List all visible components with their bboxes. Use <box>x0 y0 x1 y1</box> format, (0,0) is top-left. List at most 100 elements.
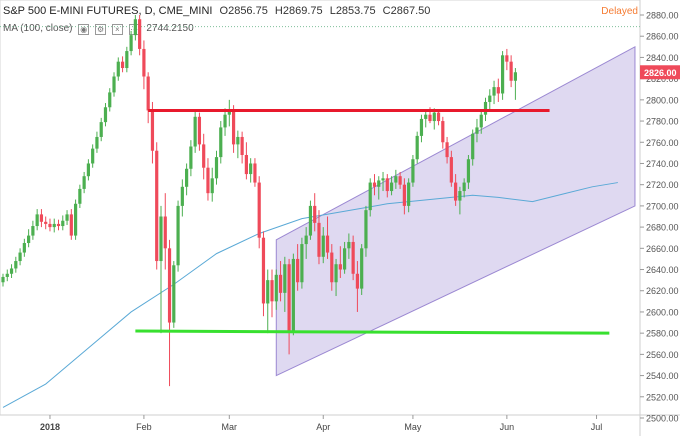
chart-header: S&P 500 E-MINI FUTURES, D, CME_MINI O285… <box>3 5 430 17</box>
candle-body <box>424 114 428 119</box>
candle-body <box>330 252 334 283</box>
candle-body <box>266 280 270 304</box>
y-tick-label: 2720.00 <box>646 180 679 190</box>
candle-body <box>52 223 56 228</box>
candle-body <box>488 95 492 102</box>
candle-body <box>14 261 18 269</box>
candle-body <box>385 178 389 192</box>
candle-body <box>61 220 65 227</box>
x-tick-label: Feb <box>136 422 152 432</box>
delayed-badge: Delayed <box>601 6 638 17</box>
candle-body <box>449 157 453 183</box>
candle-body <box>394 176 398 183</box>
candle-body <box>338 264 342 270</box>
last-price-label: 2826.00 <box>644 68 677 78</box>
close-icon[interactable]: × <box>111 24 123 35</box>
settings-icon[interactable]: ⚙ <box>95 24 107 35</box>
y-tick-label: 2860.00 <box>646 32 679 42</box>
candle-body <box>1 276 5 283</box>
candle-body <box>108 92 112 108</box>
y-tick-label: 2540.00 <box>646 371 679 381</box>
candle-body <box>398 176 402 185</box>
candle-body <box>257 182 261 238</box>
candle-body <box>73 203 78 236</box>
candle-body <box>35 214 39 227</box>
candle-body <box>509 61 513 81</box>
candle-body <box>22 243 26 253</box>
ma-label[interactable]: MA (100, close) <box>3 23 73 34</box>
candle-body <box>116 61 120 77</box>
candle-body <box>82 176 86 189</box>
candle-body <box>223 114 227 128</box>
candle-body <box>321 235 325 257</box>
candle-body <box>274 274 278 302</box>
candle-body <box>240 136 244 155</box>
y-tick-label: 2760.00 <box>646 138 679 148</box>
candle-body <box>120 61 125 69</box>
candle-body <box>496 87 500 94</box>
x-tick-label: Jun <box>500 422 515 432</box>
candle-body <box>471 133 475 160</box>
candle-body <box>278 274 283 293</box>
candle-body <box>180 186 184 206</box>
candle-body <box>27 235 31 244</box>
candle-body <box>351 241 355 274</box>
y-tick-label: 2880.00 <box>646 11 679 21</box>
candle-body <box>283 264 287 293</box>
candle-body <box>210 178 214 194</box>
y-tick-label: 2600.00 <box>646 307 679 317</box>
high-value: 2869.75 <box>282 5 323 17</box>
close-value: 2867.50 <box>390 5 431 17</box>
candle-body <box>103 107 108 123</box>
candle-body <box>500 55 505 94</box>
candle-body <box>505 55 509 62</box>
last-price-badge <box>640 65 680 80</box>
candle-body <box>5 273 9 277</box>
candle-body <box>407 182 411 206</box>
candle-body <box>236 136 240 145</box>
candle-body <box>193 116 197 147</box>
y-tick-label: 2660.00 <box>646 244 679 254</box>
y-tick-label: 2840.00 <box>646 53 679 63</box>
candle-body <box>150 110 155 151</box>
candle-body <box>483 101 488 115</box>
candle-body <box>185 168 189 187</box>
support-line <box>135 329 610 335</box>
candle-body <box>99 122 103 137</box>
candle-body <box>479 114 483 128</box>
candle-body <box>129 35 133 52</box>
eye-icon[interactable]: ◉ <box>78 24 90 35</box>
candle-body <box>334 264 338 283</box>
open-label: O <box>219 5 229 17</box>
symbol-title[interactable]: S&P 500 E-MINI FUTURES, D, CME_MINI <box>3 5 213 17</box>
open-value: 2856.75 <box>228 5 268 17</box>
candle-body <box>18 252 22 262</box>
candle-body <box>78 188 82 204</box>
candle-body <box>202 144 206 168</box>
candle-body <box>513 72 517 81</box>
candle-body <box>155 150 159 262</box>
candle-body <box>313 205 317 223</box>
candle-body <box>95 136 99 149</box>
candle-body <box>9 268 14 274</box>
candle-body <box>244 154 248 175</box>
x-tick-label: Mar <box>222 422 238 432</box>
trend-channel <box>275 45 636 377</box>
candle-body <box>65 214 69 221</box>
y-tick-label: 2740.00 <box>646 159 679 169</box>
candle-body <box>364 210 368 249</box>
candle-body <box>381 178 385 181</box>
candle-body <box>253 163 257 183</box>
candle-body <box>475 127 479 134</box>
y-tick-label: 2680.00 <box>646 223 679 233</box>
candle-body <box>56 223 61 227</box>
candle-body <box>454 182 458 201</box>
candle-body <box>466 159 471 183</box>
y-tick-label: 2560.00 <box>646 350 679 360</box>
candle-body <box>436 112 441 122</box>
candle-body <box>176 205 180 266</box>
candle-body <box>458 191 462 201</box>
candle-body <box>415 135 419 160</box>
low-label: L <box>329 5 336 17</box>
